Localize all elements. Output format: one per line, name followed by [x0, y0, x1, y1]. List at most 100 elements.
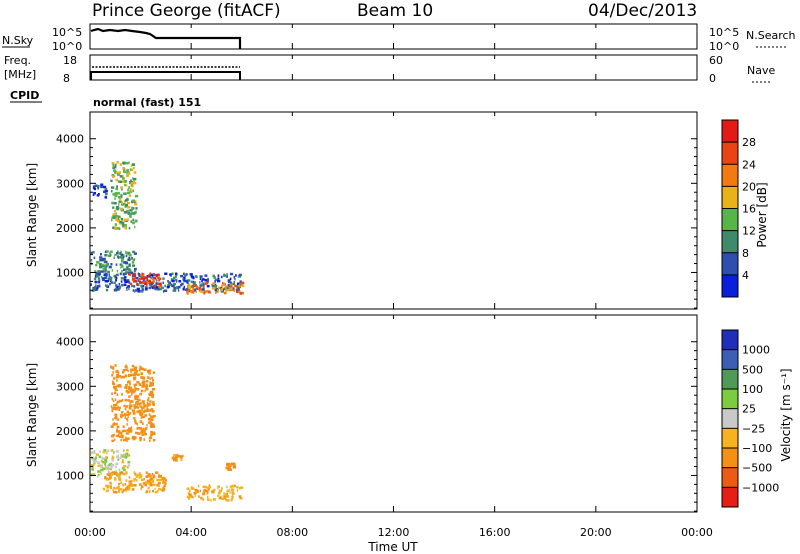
- x-tick-label: 08:00: [276, 526, 308, 539]
- echo-cell: [150, 393, 155, 397]
- echo-cell: [132, 437, 136, 441]
- echo-cell: [118, 406, 121, 410]
- echo-cell: [122, 192, 126, 195]
- echo-cell: [95, 459, 98, 463]
- echo-cell: [126, 437, 130, 440]
- echo-cell: [115, 284, 118, 287]
- echo-cell: [162, 480, 165, 483]
- echo-cell: [139, 483, 142, 486]
- echo-cell: [223, 274, 227, 277]
- echo-cell: [124, 180, 126, 183]
- echo-cell: [117, 405, 119, 408]
- echo-cell: [113, 486, 116, 490]
- echo-cell: [138, 277, 141, 281]
- echo-cell: [109, 250, 113, 253]
- echo-cell: [158, 478, 163, 482]
- echo-cell: [112, 193, 114, 196]
- nsearch-label: N.Search: [746, 29, 796, 42]
- echo-cell: [162, 486, 165, 490]
- echo-cell: [123, 170, 127, 174]
- echo-cell: [115, 470, 117, 473]
- echo-cell: [124, 261, 128, 265]
- colorbar-segment: [722, 230, 738, 253]
- echo-cell: [241, 281, 245, 285]
- echo-cell: [133, 383, 137, 387]
- echo-cell: [126, 439, 128, 442]
- echo-cell: [206, 492, 208, 496]
- x-tick-label: 12:00: [378, 526, 410, 539]
- echo-cell: [227, 464, 230, 467]
- echo-cell: [104, 268, 107, 272]
- echo-cell: [150, 433, 152, 437]
- echo-cell: [146, 424, 148, 427]
- echo-cell: [204, 278, 208, 282]
- echo-cell: [212, 498, 216, 501]
- echo-cell: [125, 218, 129, 221]
- echo-cell: [115, 171, 119, 175]
- echo-cell: [110, 464, 114, 467]
- echo-cell: [142, 273, 145, 276]
- echo-cell: [237, 282, 240, 285]
- echo-cell: [97, 271, 101, 274]
- echo-cell: [114, 223, 117, 226]
- echo-cell: [127, 188, 130, 191]
- echo-cell: [142, 385, 146, 388]
- echo-cell: [151, 376, 154, 380]
- echo-cell: [113, 451, 115, 454]
- echo-cell: [127, 285, 131, 288]
- echo-cell: [217, 274, 220, 277]
- echo-cell: [127, 454, 131, 457]
- echo-cell: [171, 279, 175, 283]
- echo-cell: [134, 219, 138, 222]
- echo-cell: [134, 484, 137, 487]
- echo-cell: [116, 428, 118, 431]
- echo-cell: [110, 189, 113, 193]
- echo-cell: [236, 286, 238, 290]
- echo-cell: [118, 482, 120, 486]
- echo-cell: [151, 382, 154, 385]
- echo-cell: [105, 484, 107, 487]
- echo-cell: [224, 493, 228, 496]
- echo-cell: [125, 405, 129, 408]
- echo-cell: [148, 369, 152, 372]
- echo-cell: [128, 407, 132, 410]
- echo-cell: [110, 179, 113, 183]
- echo-cell: [190, 290, 193, 293]
- echo-cell: [178, 280, 182, 283]
- echo-cell: [206, 491, 209, 494]
- echo-cell: [105, 264, 108, 268]
- echo-cell: [117, 196, 121, 199]
- echo-cell: [112, 423, 116, 426]
- echo-cell: [118, 200, 122, 203]
- echo-cell: [100, 253, 102, 256]
- echo-cell: [111, 174, 115, 177]
- echo-cell: [99, 465, 103, 468]
- echo-cell: [128, 404, 132, 407]
- echo-cell: [94, 270, 97, 273]
- echo-cell: [136, 427, 139, 430]
- echo-cell: [151, 277, 154, 280]
- echo-cell: [183, 285, 185, 289]
- echo-cell: [127, 271, 131, 274]
- echo-cell: [233, 275, 235, 279]
- echo-cell: [217, 289, 220, 292]
- nave-tick-top: 60: [709, 54, 723, 67]
- echo-cell: [144, 481, 148, 484]
- echo-cell: [132, 166, 135, 170]
- echo-cell: [109, 276, 113, 280]
- echo-cell: [112, 367, 115, 370]
- echo-cell: [230, 288, 234, 291]
- echo-cell: [145, 475, 149, 478]
- echo-cell: [188, 489, 191, 492]
- echo-cell: [125, 161, 129, 165]
- echo-cell: [238, 284, 240, 288]
- echo-cell: [129, 373, 132, 377]
- echo-cell: [127, 258, 131, 262]
- echo-cell: [144, 409, 147, 412]
- echo-cell: [213, 488, 216, 492]
- echo-cell: [105, 288, 109, 292]
- echo-cell: [145, 490, 148, 494]
- echo-cell: [104, 265, 108, 269]
- echo-cell: [128, 427, 131, 430]
- echo-cell: [229, 283, 233, 287]
